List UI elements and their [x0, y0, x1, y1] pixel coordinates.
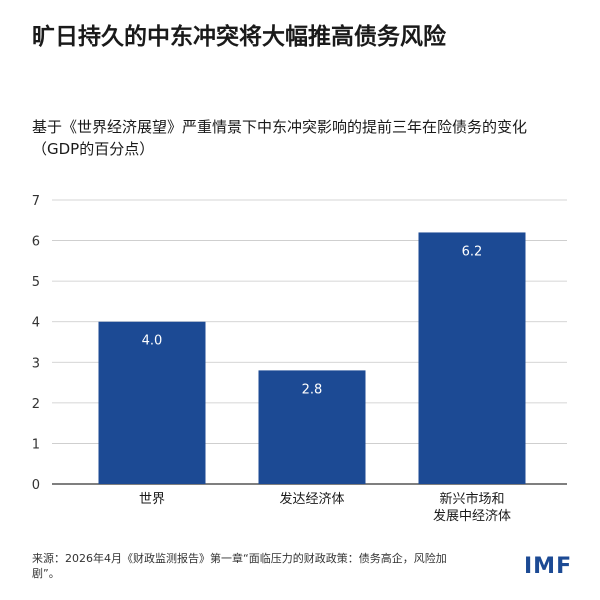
data-labels: 4.0 2.8 6.2 — [142, 244, 483, 397]
bar — [258, 370, 366, 484]
x-category-label: 世界 — [139, 492, 165, 507]
x-category-label: 新兴市场和 — [439, 491, 504, 507]
y-tick-label: 4 — [32, 316, 40, 331]
y-tick-label: 1 — [32, 437, 40, 452]
source-note: 来源：2026年4月《财政监测报告》第一章“面临压力的财政政策：债务高企，风险加… — [32, 552, 447, 580]
y-axis-ticks: 0 1 2 3 4 5 6 7 — [32, 194, 40, 493]
bar-value-label: 6.2 — [462, 244, 483, 259]
bar-value-label: 4.0 — [142, 334, 163, 349]
bar — [418, 232, 526, 484]
chart-subtitle: 基于《世界经济展望》严重情景下中东冲突影响的提前三年在险债务的变化（GDP的百分… — [32, 118, 528, 158]
y-tick-label: 3 — [32, 356, 40, 371]
imf-logo: IMF — [524, 554, 573, 579]
chart-title: 旷日持久的中东冲突将大幅推高债务风险 — [32, 24, 446, 50]
bar — [98, 321, 206, 484]
bars — [98, 232, 526, 484]
y-tick-label: 2 — [32, 397, 40, 412]
y-tick-label: 7 — [32, 194, 40, 209]
x-category-label: 发展中经济体 — [433, 508, 511, 524]
bar-value-label: 2.8 — [302, 382, 323, 397]
y-tick-label: 5 — [32, 275, 40, 290]
y-tick-label: 0 — [32, 478, 40, 493]
x-category-label: 发达经济体 — [279, 491, 344, 507]
y-tick-label: 6 — [32, 235, 40, 250]
